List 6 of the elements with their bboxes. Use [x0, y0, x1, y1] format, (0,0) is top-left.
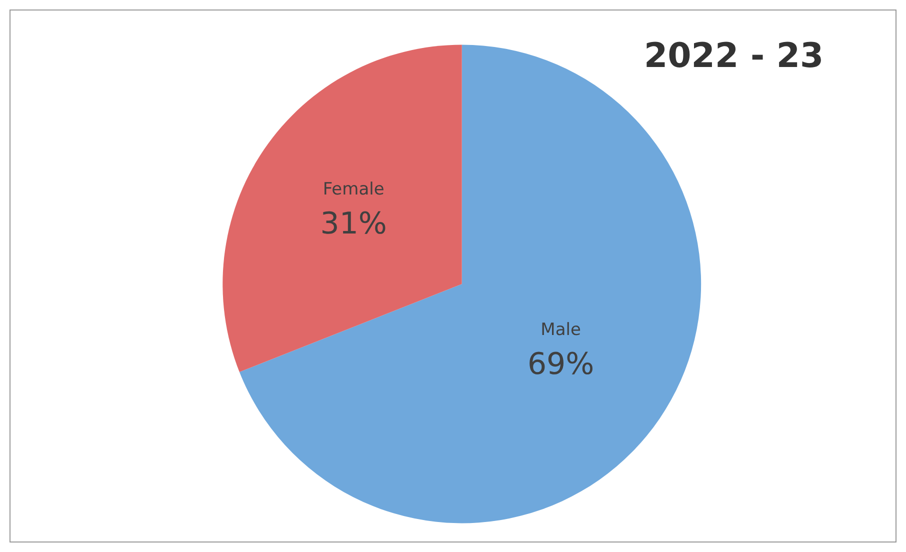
data-label: 69% — [527, 347, 594, 382]
chart-title: 2022 - 23 — [644, 36, 824, 76]
slice-label: Female — [322, 179, 384, 200]
pie-slice — [222, 44, 462, 372]
slice-label: Male — [540, 320, 581, 340]
data-label: 31% — [320, 206, 387, 242]
